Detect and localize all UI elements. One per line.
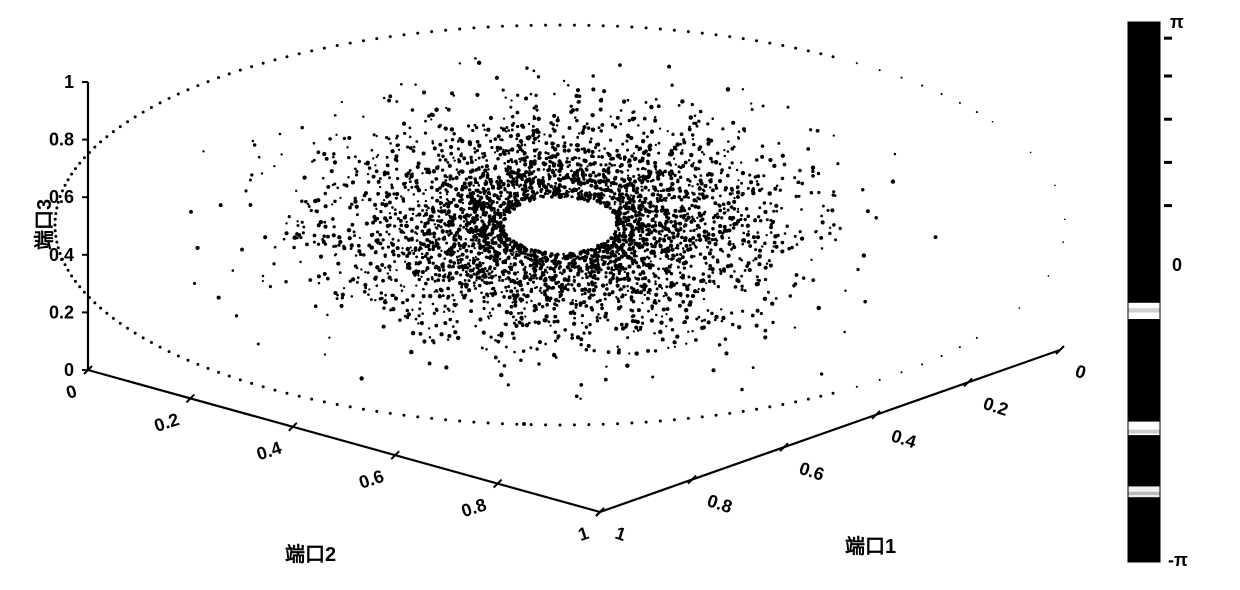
svg-text:0.2: 0.2	[152, 409, 182, 436]
y-axis-label: 端口2	[285, 538, 336, 567]
colorbar-mid-label: 0	[1172, 255, 1182, 276]
svg-text:0.4: 0.4	[889, 426, 919, 453]
svg-text:0: 0	[64, 360, 74, 380]
svg-text:0.8: 0.8	[49, 130, 74, 150]
colorbar-top-label: π	[1170, 12, 1184, 33]
svg-text:0.4: 0.4	[254, 438, 284, 465]
x-axis-label: 端口1	[845, 530, 896, 559]
svg-text:0.6: 0.6	[797, 458, 827, 485]
svg-text:0.8: 0.8	[459, 494, 489, 521]
svg-text:0: 0	[1073, 361, 1089, 383]
z-axis-label: 端口3	[28, 199, 57, 250]
colorbar-bottom-label: -π	[1168, 550, 1188, 571]
svg-text:0.2: 0.2	[49, 302, 74, 322]
svg-text:0.8: 0.8	[705, 490, 735, 517]
svg-text:0.6: 0.6	[356, 466, 386, 493]
svg-text:1: 1	[613, 523, 629, 545]
svg-text:1: 1	[64, 72, 74, 92]
colorbar: π 0 -π	[1110, 10, 1230, 575]
scatter-3d-plot: 00.20.40.60.8100.20.40.60.8100.20.40.60.…	[0, 0, 1100, 585]
svg-text:0.2: 0.2	[981, 393, 1011, 420]
svg-text:1: 1	[576, 523, 592, 545]
svg-text:0: 0	[64, 381, 80, 403]
